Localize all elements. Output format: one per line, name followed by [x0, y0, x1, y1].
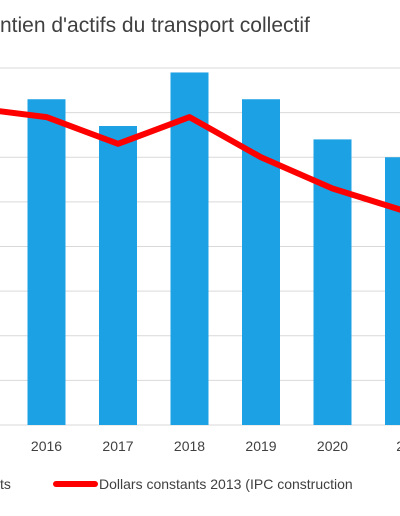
- x-tick-label: 2016: [31, 438, 62, 454]
- x-tick-label: 2017: [102, 438, 133, 454]
- bar-2017: [99, 126, 137, 425]
- x-tick-label: 2019: [245, 438, 276, 454]
- chart-title: ntien d'actifs du transport collectif: [0, 14, 310, 37]
- legend-label-bars: ts: [0, 476, 11, 492]
- legend-label-line: Dollars constants 2013 (IPC construction: [99, 476, 353, 492]
- legend: ts Dollars constants 2013 (IPC constructi…: [0, 476, 353, 492]
- bar-series: [27, 72, 400, 426]
- x-tick-label: 20: [396, 438, 400, 454]
- x-tick-label: 2018: [174, 438, 205, 454]
- x-axis-labels: 2016201720182019202020: [31, 438, 400, 454]
- x-tick-label: 2020: [317, 438, 348, 454]
- bar-2018: [170, 72, 209, 426]
- bar-2016: [27, 99, 66, 426]
- line-points: [46, 116, 333, 189]
- bar-2021: [385, 157, 400, 425]
